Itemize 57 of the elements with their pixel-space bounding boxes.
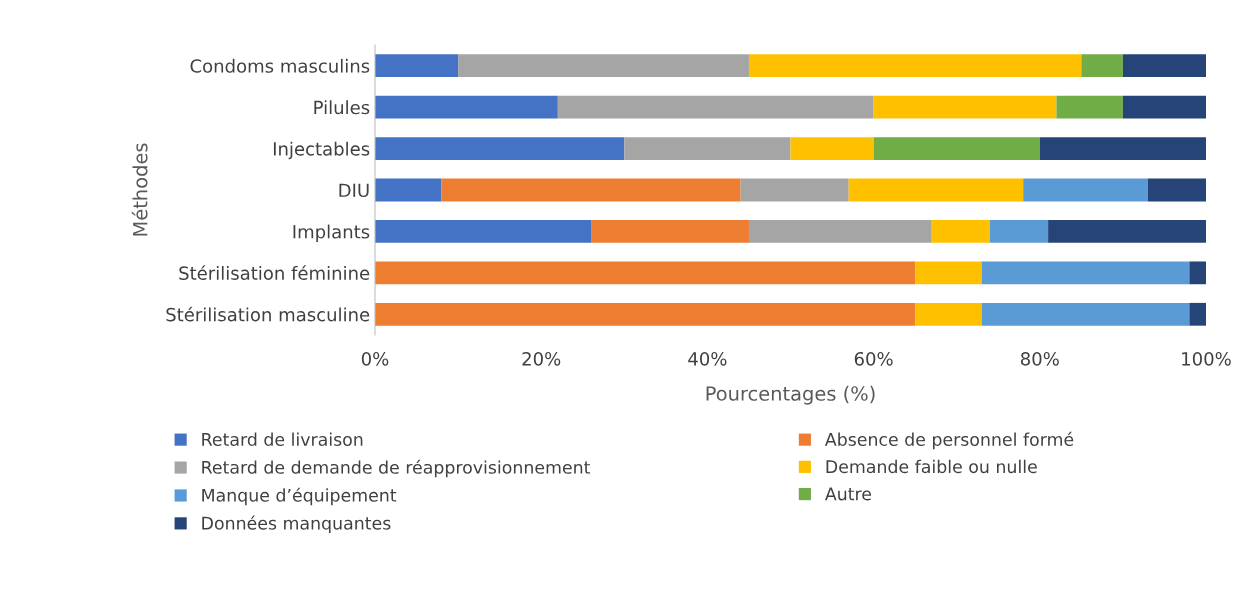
bar [375,95,558,119]
bar [375,261,916,285]
legend-label: Données manquantes [202,515,391,534]
bar [557,95,874,119]
bar [1056,95,1123,119]
bar [1189,261,1206,285]
bar [1122,54,1206,78]
bar [375,137,625,160]
bar [748,220,932,243]
bar [873,137,1040,160]
bar [441,178,741,202]
bar [848,178,1024,202]
y-tick-label: Stérilisation féminine [179,265,370,280]
x-tick-label: 40% [688,351,727,366]
bar [915,302,982,326]
bar [981,302,1190,326]
y-tick-label: DIU [339,183,369,198]
bar [915,261,982,285]
y-tick-label: Implants [293,224,370,243]
bar [1039,137,1206,160]
bar [790,137,874,160]
legend-label: Retard de livraison [202,432,363,446]
legend-label: Absence de personnel formé [824,431,1074,450]
x-tick-label: 80% [1020,351,1059,366]
bar [873,95,1057,119]
legend-label: Manque d’équipement [202,487,397,506]
bar [1147,178,1206,202]
y-axis-title: Méthodes [131,143,148,236]
y-tick-label: Condoms masculins [190,58,370,73]
bar [1048,220,1206,243]
bar [1081,54,1123,78]
x-tick-label: 60% [854,351,893,366]
bar [375,302,916,326]
bar [591,220,749,243]
legend-label: Autre [824,487,872,501]
bar [740,178,849,202]
bar [989,220,1049,243]
bar [1189,302,1206,326]
legend-label: Retard de demande de réapprovisionnement [202,459,591,478]
x-tick-label: 20% [522,351,561,366]
bar [931,220,990,243]
bar [375,54,459,78]
legend-label: Demande faible ou nulle [826,459,1037,474]
y-tick-label: Stérilisation masculine [166,306,370,322]
bar [1023,178,1148,202]
x-axis-title: Pourcentages (%) [706,385,875,405]
bar [1122,95,1206,119]
y-tick-label: Injectables [273,141,370,160]
bar [375,220,592,243]
bar [375,178,442,202]
y-tick-label: Pilules [314,100,370,115]
bar [458,54,749,78]
bar [981,261,1190,285]
x-tick-label: 0% [361,351,389,366]
bar [624,137,791,160]
x-tick-label: 100% [1182,351,1231,366]
bar [748,54,1082,78]
